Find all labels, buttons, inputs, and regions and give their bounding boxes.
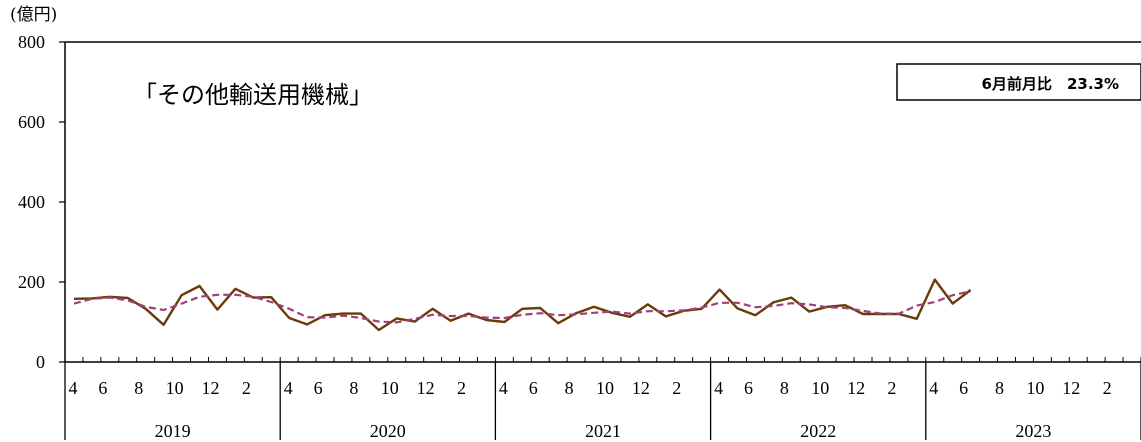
month-tick-label: 4 xyxy=(69,378,78,398)
y-tick-label: 600 xyxy=(18,112,45,132)
month-tick-label: 4 xyxy=(714,378,723,398)
month-tick-label: 12 xyxy=(1062,378,1080,398)
month-tick-label: 12 xyxy=(417,378,435,398)
y-tick-label: 0 xyxy=(36,352,45,372)
month-tick-label: 2 xyxy=(457,378,466,398)
month-tick-label: 8 xyxy=(780,378,789,398)
month-tick-label: 4 xyxy=(499,378,508,398)
month-tick-label: 8 xyxy=(995,378,1004,398)
month-tick-label: 6 xyxy=(314,378,323,398)
month-tick-label: 12 xyxy=(632,378,650,398)
month-tick-label: 10 xyxy=(596,378,614,398)
callout-box-frame xyxy=(896,63,1141,101)
series-layer xyxy=(73,278,972,332)
month-tick-label: 4 xyxy=(929,378,938,398)
year-label: 2023 xyxy=(1015,421,1051,441)
callout-box: 6月前月比 23.3% xyxy=(896,63,1141,101)
month-tick-label: 6 xyxy=(959,378,968,398)
month-tick-label: 2 xyxy=(672,378,681,398)
month-tick-label: 12 xyxy=(847,378,865,398)
month-tick-label: 10 xyxy=(811,378,829,398)
month-tick-label: 10 xyxy=(1026,378,1044,398)
month-tick-label: 6 xyxy=(744,378,753,398)
month-tick-label: 10 xyxy=(166,378,184,398)
y-axis-unit-label: (億円) xyxy=(10,5,57,25)
month-tick-label: 12 xyxy=(201,378,219,398)
year-label: 2021 xyxy=(585,421,621,441)
year-label: 2020 xyxy=(370,421,406,441)
month-tick-label: 2 xyxy=(242,378,251,398)
month-tick-label: 8 xyxy=(134,378,143,398)
month-tick-label: 2 xyxy=(1103,378,1112,398)
y-tick-label: 800 xyxy=(18,32,45,52)
actual-series-line xyxy=(73,278,972,332)
month-tick-label: 4 xyxy=(284,378,293,398)
year-label: 2019 xyxy=(155,421,191,441)
month-tick-label: 8 xyxy=(565,378,574,398)
month-tick-label: 10 xyxy=(381,378,399,398)
month-tick-label: 8 xyxy=(349,378,358,398)
y-tick-label: 400 xyxy=(18,192,45,212)
month-tick-label: 2 xyxy=(887,378,896,398)
month-tick-label: 6 xyxy=(529,378,538,398)
trend-series-line xyxy=(73,290,971,324)
month-tick-label: 6 xyxy=(98,378,107,398)
chart-annotation: 「その他輸送用機械」 xyxy=(133,81,373,109)
y-tick-label: 200 xyxy=(18,272,45,292)
year-label: 2022 xyxy=(800,421,836,441)
callout-text: 6月前月比 23.3% xyxy=(982,75,1119,93)
